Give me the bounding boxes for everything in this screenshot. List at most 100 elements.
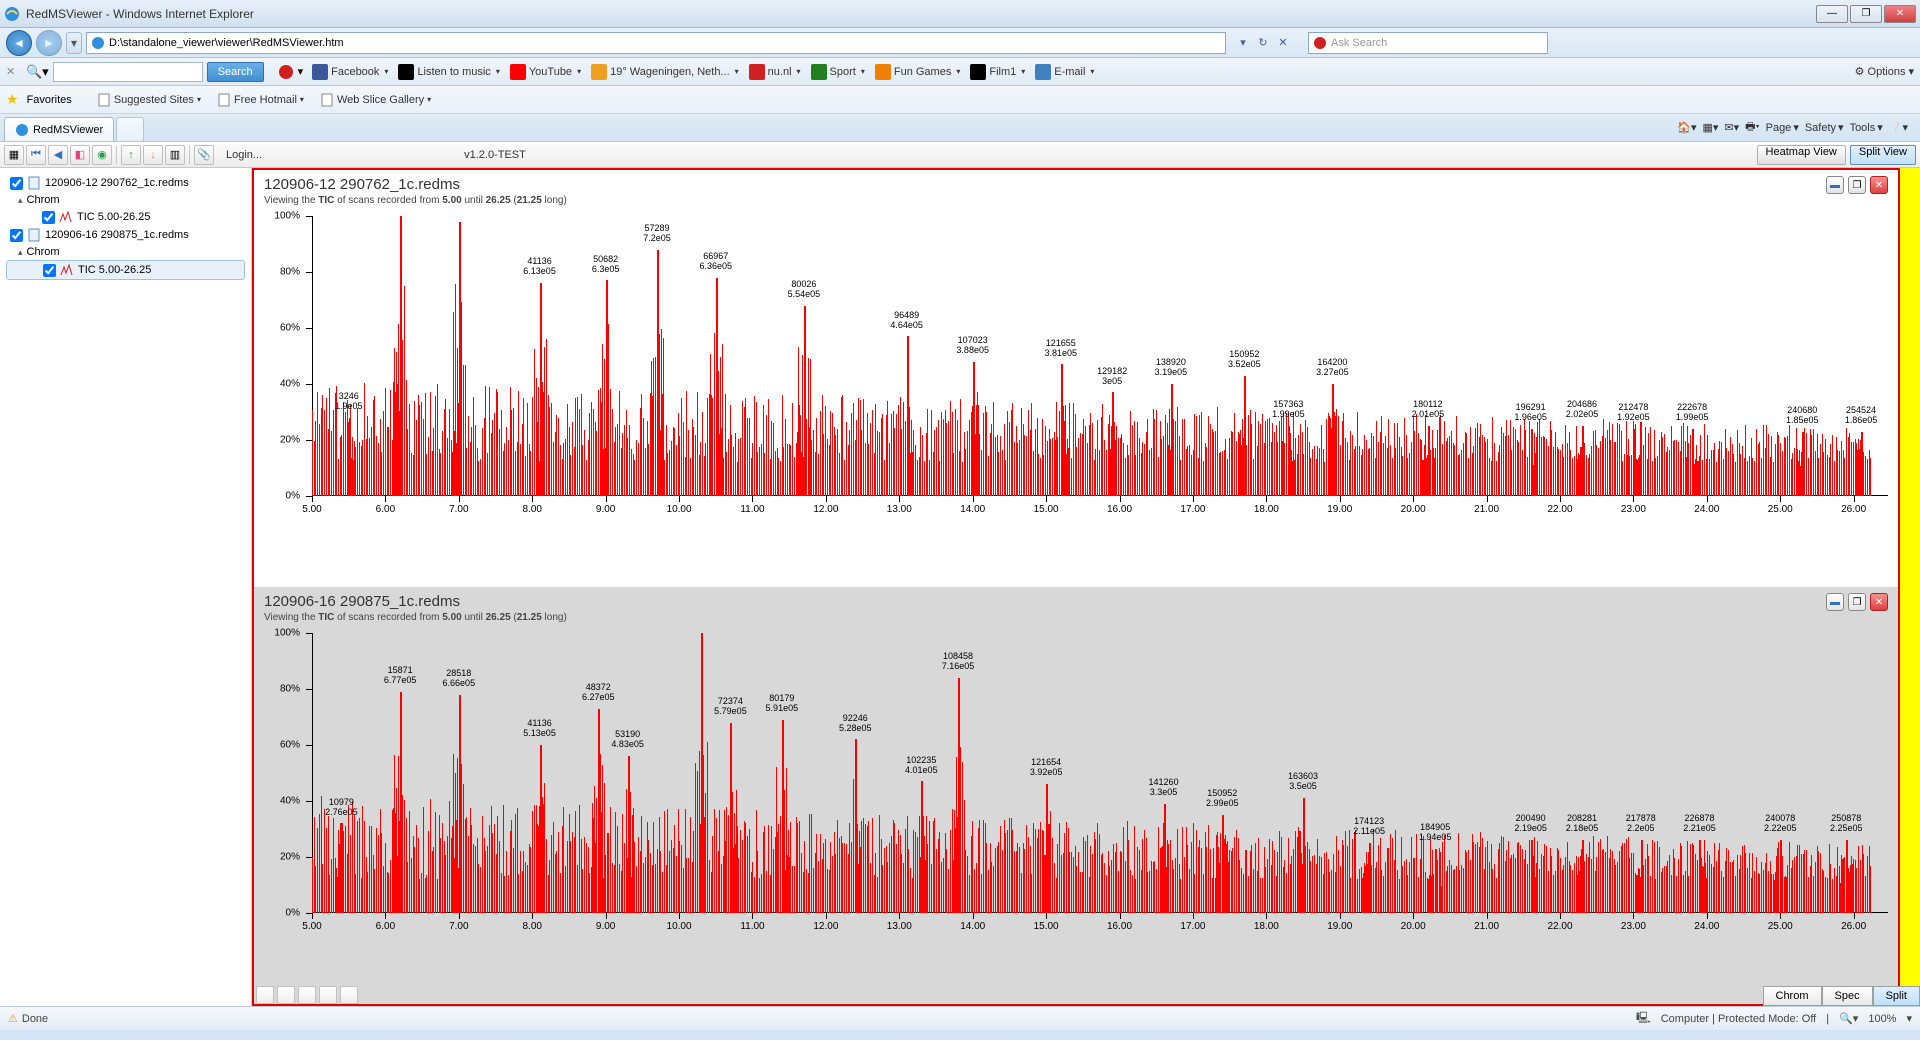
refresh-icon[interactable]: ↻: [1254, 34, 1272, 52]
status-zoom-dropdown[interactable]: ▾: [1906, 1012, 1912, 1025]
tab-chrom[interactable]: Chrom: [1763, 986, 1822, 1006]
tab-split[interactable]: Split: [1873, 986, 1920, 1006]
chart-close-button[interactable]: ✕: [1870, 593, 1888, 611]
chart-minimize-button[interactable]: ▬: [1826, 593, 1844, 611]
stop-icon[interactable]: ✕: [1274, 34, 1292, 52]
chart-maximize-button[interactable]: ❐: [1848, 593, 1866, 611]
tree-file-item[interactable]: 120906-12 290762_1c.redms: [6, 174, 245, 192]
ask-logo-icon: [278, 64, 294, 80]
bookmark-icon: [749, 64, 765, 80]
tree-item-label: Chrom: [27, 246, 60, 258]
tree-group-item[interactable]: ▴Chrom: [6, 244, 245, 260]
favorites-item[interactable]: Suggested Sites▾: [92, 89, 206, 111]
peak-label: 800265.54e05: [788, 280, 821, 300]
heatmap-view-button[interactable]: Heatmap View: [1757, 145, 1846, 165]
app-btn-clip[interactable]: 📎: [194, 145, 214, 165]
y-tick-label: 80%: [280, 267, 300, 278]
bookmark-link[interactable]: Film1▾: [965, 61, 1030, 83]
tab-spec[interactable]: Spec: [1822, 986, 1873, 1006]
app-btn-first[interactable]: ⏮: [26, 145, 46, 165]
app-btn-globe[interactable]: ◉: [92, 145, 112, 165]
app-btn-down[interactable]: ↓: [143, 145, 163, 165]
app-btn-prev[interactable]: ◀: [48, 145, 68, 165]
x-tick-label: 11.00: [740, 921, 764, 932]
app-btn-1[interactable]: ▦: [4, 145, 24, 165]
new-tab-button[interactable]: [116, 117, 144, 141]
tree-checkbox[interactable]: [42, 211, 55, 224]
maximize-button[interactable]: ❐: [1850, 5, 1882, 23]
app-btn-layers[interactable]: ◧: [70, 145, 90, 165]
peak-label: 1509522.99e05: [1206, 789, 1239, 809]
file-tree-sidebar: 120906-12 290762_1c.redms▴ChromTIC 5.00-…: [0, 168, 252, 1006]
help-icon[interactable]: ❔▾: [1889, 121, 1908, 134]
bookmark-link[interactable]: E-mail▾: [1030, 61, 1099, 83]
favorites-item[interactable]: Free Hotmail▾: [212, 89, 309, 111]
safety-menu[interactable]: Safety▾: [1805, 121, 1844, 134]
peak-label: 1070233.88e05: [956, 336, 989, 356]
chromatogram-plot[interactable]: 0%20%40%60%80%100% 32461.9e05146888.13e0…: [264, 216, 1888, 526]
x-tick-label: 26.00: [1841, 504, 1866, 515]
chart-close-button[interactable]: ✕: [1870, 176, 1888, 194]
sb-icon-1[interactable]: [256, 986, 274, 1004]
chromatogram-pane: 120906-12 290762_1c.redms Viewing the TI…: [254, 170, 1898, 587]
bookmark-link[interactable]: Fun Games▾: [870, 61, 965, 83]
app-btn-grid[interactable]: ▥: [165, 145, 185, 165]
bookmark-link[interactable]: Listen to music▾: [393, 61, 504, 83]
bookmark-link[interactable]: Sport▾: [806, 61, 870, 83]
home-icon[interactable]: 🏠▾: [1677, 121, 1696, 134]
sb-icon-3[interactable]: [298, 986, 316, 1004]
mail-icon[interactable]: ✉▾: [1724, 121, 1739, 134]
sb-icon-4[interactable]: [319, 986, 337, 1004]
favorites-item[interactable]: Web Slice Gallery▾: [315, 89, 436, 111]
tree-checkbox[interactable]: [10, 177, 23, 190]
ask-dropdown[interactable]: ▾: [298, 65, 304, 78]
minimize-button[interactable]: —: [1816, 5, 1848, 23]
bookmark-link[interactable]: 19° Wageningen, Neth...▾: [586, 61, 744, 83]
toolbar-close-icon[interactable]: ✕: [6, 65, 22, 78]
tree-checkbox[interactable]: [10, 229, 23, 242]
chromatogram-plot[interactable]: 0%20%40%60%80%100% 109792.76e05158716.77…: [264, 633, 1888, 943]
tools-menu[interactable]: Tools▾: [1850, 121, 1883, 134]
toolbar-options[interactable]: ⚙ Options ▾: [1855, 65, 1914, 78]
print-icon[interactable]: 🖶▾: [1745, 118, 1759, 137]
status-sep: |: [1826, 1013, 1829, 1025]
search-dropdown-icon[interactable]: 🔍▾: [26, 64, 49, 80]
chart-title: 120906-12 290762_1c.redms: [264, 176, 1888, 193]
peak-label: 2178782.2e05: [1626, 814, 1656, 834]
status-zoom-icon[interactable]: 🔍▾: [1839, 1012, 1858, 1025]
peak-label: 801795.91e05: [766, 694, 799, 714]
forward-button[interactable]: ►: [36, 30, 62, 56]
tab-icon: [15, 123, 29, 137]
chevron-down-icon: ▾: [735, 67, 739, 76]
toolbar-search-button[interactable]: Search: [207, 62, 264, 82]
feeds-icon[interactable]: ▦▾: [1702, 121, 1718, 134]
chart-minimize-button[interactable]: ▬: [1826, 176, 1844, 194]
bookmark-link[interactable]: nu.nl▾: [744, 61, 806, 83]
x-tick-label: 11.00: [740, 504, 764, 515]
address-bar[interactable]: D:\standalone_viewer\viewer\RedMSViewer.…: [86, 32, 1226, 54]
chevron-down-icon: ▾: [1021, 67, 1025, 76]
addr-dropdown-icon[interactable]: ▾: [1234, 34, 1252, 52]
sb-icon-2[interactable]: [277, 986, 295, 1004]
sb-icon-5[interactable]: [340, 986, 358, 1004]
browser-search[interactable]: Ask Search: [1308, 32, 1548, 54]
app-btn-up[interactable]: ↑: [121, 145, 141, 165]
login-link[interactable]: Login...: [226, 149, 262, 161]
favorites-star-icon[interactable]: ★: [6, 91, 19, 108]
chart-maximize-button[interactable]: ❐: [1848, 176, 1866, 194]
tree-file-item[interactable]: 120906-16 290875_1c.redms: [6, 226, 245, 244]
back-button[interactable]: ◄: [6, 30, 32, 56]
page-icon: [217, 93, 231, 107]
bookmark-link[interactable]: YouTube▾: [505, 61, 586, 83]
tree-tic-item[interactable]: TIC 5.00-26.25: [6, 260, 245, 280]
page-menu[interactable]: Page▾: [1766, 121, 1799, 134]
tree-group-item[interactable]: ▴Chrom: [6, 192, 245, 208]
recent-dropdown[interactable]: ▾: [66, 32, 82, 54]
close-button[interactable]: ✕: [1884, 5, 1916, 23]
split-view-button[interactable]: Split View: [1850, 145, 1916, 165]
browser-tab[interactable]: RedMSViewer: [4, 117, 114, 141]
bookmark-link[interactable]: Facebook▾: [307, 61, 393, 83]
tree-tic-item[interactable]: TIC 5.00-26.25: [6, 208, 245, 226]
toolbar-search-input[interactable]: [53, 62, 203, 82]
tree-checkbox[interactable]: [43, 264, 56, 277]
